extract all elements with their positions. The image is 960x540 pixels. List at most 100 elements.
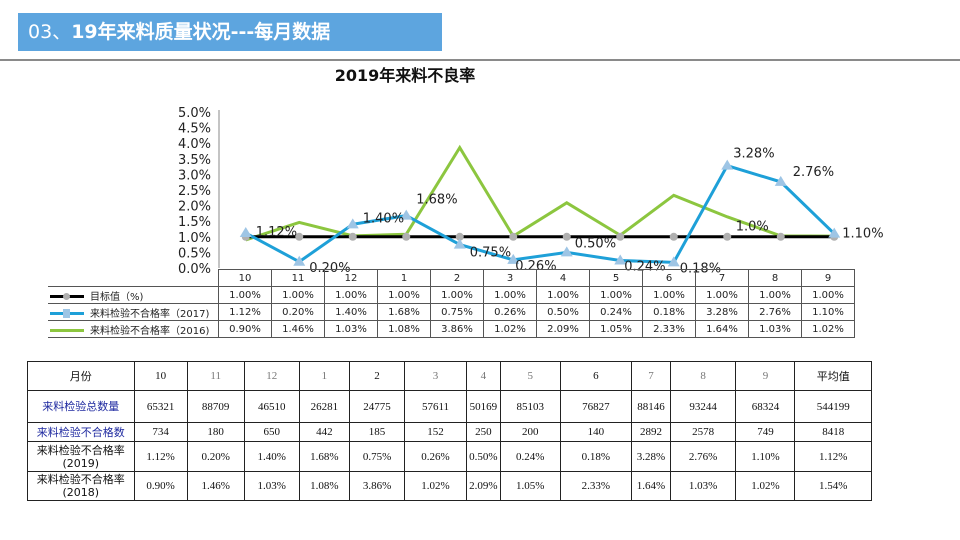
table-cell: 46510 — [243, 390, 300, 423]
table-cell: 0.18% — [559, 441, 633, 472]
legend-swatch — [48, 292, 90, 303]
table-cell: 1.03% — [748, 320, 802, 338]
table-cell: 1.54% — [794, 471, 872, 501]
series-row: 来料检验不合格率（2016) 0.90% 1.46% 1.03% 1.08% 3.86% 1… — [48, 320, 855, 338]
table-cell: 3.86% — [348, 471, 406, 501]
target-marker — [669, 232, 678, 241]
table-cell: 650 — [243, 422, 300, 442]
category-label: 9 — [801, 269, 855, 287]
column-header: 11 — [186, 361, 245, 391]
table-row: 来料检验总数量 65321 88709 46510 26281 24775 57611 501… — [27, 390, 872, 423]
table-cell: 1.00% — [801, 286, 855, 304]
series-line-1 — [245, 163, 836, 264]
table-cell: 0.26% — [404, 441, 467, 472]
table-cell: 2.09% — [536, 320, 590, 338]
column-header: 平均值 — [794, 361, 872, 391]
column-header: 月份 — [27, 361, 135, 391]
column-header: 4 — [465, 361, 501, 391]
table-cell: 1.00% — [589, 286, 643, 304]
table-cell: 24775 — [348, 390, 406, 423]
table-cell: 1.68% — [377, 303, 431, 321]
data-label: 1.40% — [363, 211, 404, 226]
rate-marker — [560, 246, 573, 257]
data-label: 0.75% — [470, 246, 511, 261]
data-label: 1.12% — [256, 225, 297, 240]
table-cell: 1.10% — [735, 441, 796, 472]
table-cell: 88146 — [631, 390, 671, 423]
series-line-2 — [245, 144, 835, 242]
table-cell: 0.20% — [186, 441, 245, 472]
table-cell: 8418 — [794, 422, 872, 442]
table-cell: 1.46% — [271, 320, 325, 338]
data-label: 2.76% — [793, 165, 834, 180]
category-label: 6 — [642, 269, 696, 287]
column-header: 7 — [631, 361, 671, 391]
table-cell: 152 — [404, 422, 467, 442]
table-cell: 180 — [186, 422, 245, 442]
annotation-label: 1.0% — [736, 219, 769, 234]
table-cell: 1.00% — [271, 286, 325, 304]
header-row: 月份 10 11 12 1 2 3 4 5 6 7 8 9 平均值 — [27, 361, 872, 391]
column-header: 10 — [133, 361, 188, 391]
data-label: 0.50% — [575, 236, 616, 251]
table-cell: 76827 — [559, 390, 633, 423]
table-cell: 1.00% — [748, 286, 802, 304]
table-cell: 1.03% — [324, 320, 378, 338]
category-label: 8 — [748, 269, 802, 287]
row-label-year: (2019) — [62, 456, 100, 470]
table-cell: 0.24% — [589, 303, 643, 321]
table-cell: 1.00% — [377, 286, 431, 304]
table-cell: 3.28% — [631, 441, 671, 472]
table-cell: 1.00% — [536, 286, 590, 304]
table-cell: 1.40% — [243, 441, 300, 472]
column-header: 3 — [404, 361, 467, 391]
table-cell: 1.64% — [695, 320, 749, 338]
rate-marker — [453, 238, 466, 249]
category-label: 2 — [430, 269, 484, 287]
table-cell: 0.20% — [271, 303, 325, 321]
column-header: 5 — [499, 361, 561, 391]
table-cell: 65321 — [133, 390, 188, 423]
y-tick-label: 3.0% — [178, 168, 211, 183]
column-header: 1 — [298, 361, 351, 391]
table-cell: 2.09% — [465, 471, 501, 501]
table-cell: 85103 — [499, 390, 561, 423]
chart-data-table: 10 11 12 1 2 3 4 5 6 7 8 9 目标值（%) 1.00% 1.00% 1.00% 1.00… — [48, 269, 855, 338]
table-cell: 1.03% — [669, 471, 737, 501]
table-cell: 1.02% — [801, 320, 855, 338]
target-marker — [348, 232, 357, 241]
table-cell: 26281 — [298, 390, 351, 423]
y-tick-label: 4.0% — [178, 137, 211, 152]
rate-marker — [774, 175, 787, 186]
y-tick-label: 5.0% — [178, 106, 211, 121]
row-label: 来料检验不合格数 — [36, 425, 125, 439]
target-marker — [295, 232, 304, 241]
table-cell: 1.00% — [218, 286, 272, 304]
target-marker — [562, 232, 571, 241]
series-row: 目标值（%) 1.00% 1.00% 1.00% 1.00% 1.00% 1.00% 1.00… — [48, 286, 855, 304]
table-cell: 1.00% — [695, 286, 749, 304]
rate-marker — [667, 256, 680, 267]
category-label: 3 — [483, 269, 537, 287]
table-cell: 3.86% — [430, 320, 484, 338]
section-number: 03、 — [28, 21, 72, 43]
table-cell: 1.00% — [483, 286, 537, 304]
table-cell: 1.00% — [642, 286, 696, 304]
table-cell: 68324 — [735, 390, 796, 423]
target-marker — [402, 232, 411, 241]
series-row: 来料检验不合格率（2017) 1.12% 0.20% 1.40% 1.68% 0.75% 0… — [48, 303, 855, 321]
target-marker — [509, 232, 518, 241]
table-cell: 0.50% — [536, 303, 590, 321]
category-label: 11 — [271, 269, 325, 287]
data-label: 3.28% — [733, 147, 774, 162]
table-cell: 2.76% — [748, 303, 802, 321]
table-cell: 0.50% — [465, 441, 501, 472]
table-cell: 185 — [348, 422, 406, 442]
table-cell: 2.76% — [669, 441, 737, 472]
table-cell: 88709 — [186, 390, 245, 423]
table-cell: 3.28% — [695, 303, 749, 321]
table-cell: 1.05% — [499, 471, 561, 501]
data-label: 1.68% — [416, 193, 457, 208]
table-cell: 1.05% — [589, 320, 643, 338]
divider — [0, 59, 960, 61]
